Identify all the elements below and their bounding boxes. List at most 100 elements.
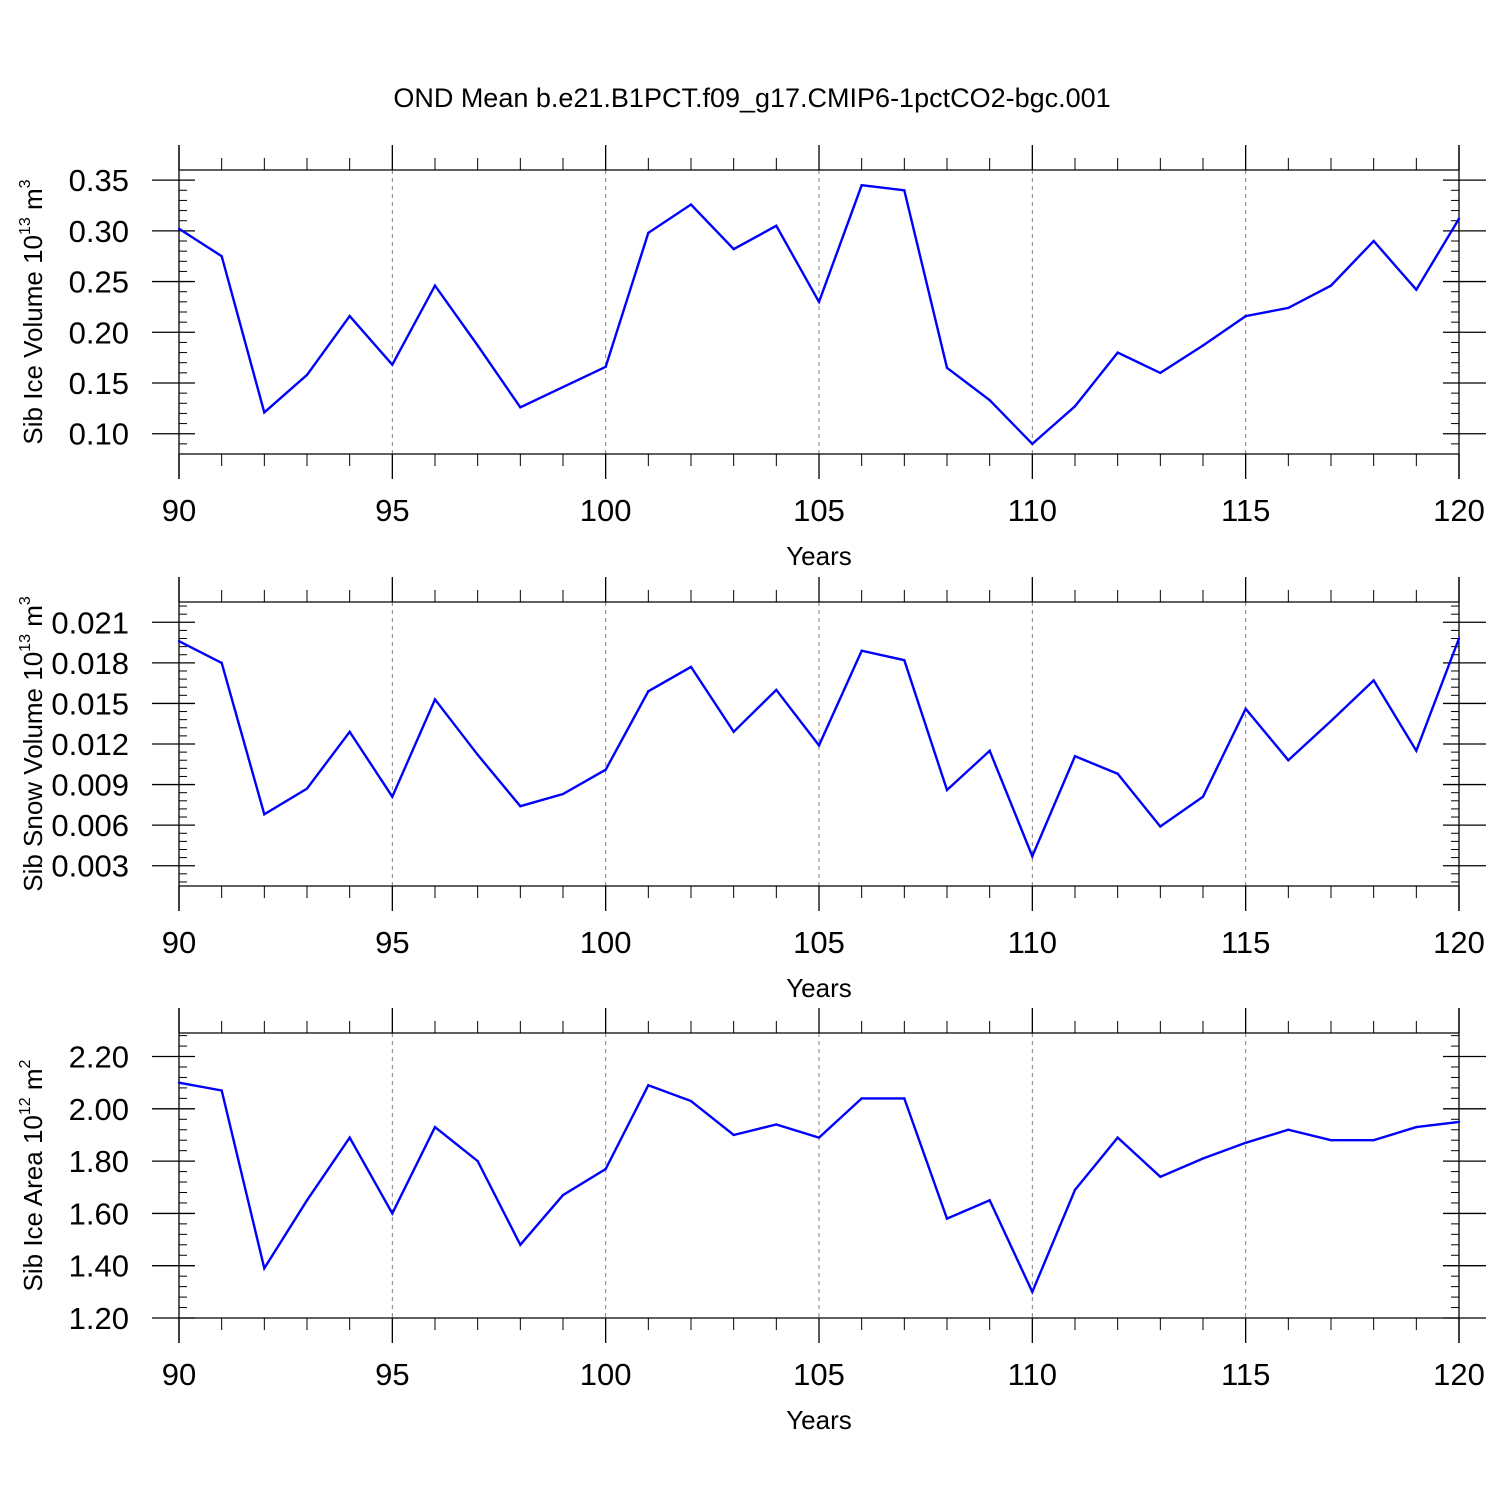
data-point bbox=[263, 1267, 266, 1270]
data-point bbox=[1287, 1128, 1290, 1131]
x-tick-label: 95 bbox=[375, 1357, 409, 1392]
data-point bbox=[391, 795, 394, 798]
x-tick-label: 120 bbox=[1433, 493, 1485, 528]
data-point bbox=[647, 231, 650, 235]
x-tick-label: 115 bbox=[1221, 1357, 1270, 1392]
data-point bbox=[1287, 306, 1290, 310]
y-axis-label-exponent: 13 bbox=[17, 634, 34, 652]
data-point bbox=[860, 184, 863, 187]
data-point bbox=[1372, 239, 1375, 243]
x-axis-label: Years bbox=[786, 973, 852, 1003]
data-point bbox=[945, 1217, 949, 1220]
y-tick-label: 0.009 bbox=[51, 768, 129, 803]
y-tick-label: 0.018 bbox=[51, 646, 129, 681]
data-point bbox=[775, 1123, 778, 1126]
data-point bbox=[433, 284, 437, 287]
data-point bbox=[519, 805, 522, 808]
data-point bbox=[1415, 749, 1418, 752]
data-point bbox=[1159, 1175, 1162, 1179]
data-point bbox=[519, 1243, 522, 1246]
y-axis-label-prefix: Sib Ice Volume 10 bbox=[18, 235, 48, 445]
data-point bbox=[561, 385, 565, 389]
panel-ice-volume: 90 95 100 105 110 115 120 0.10 0.15 0.20 0.25 0.30 0… bbox=[17, 145, 1486, 571]
y-axis-label-unit-power: 3 bbox=[17, 179, 34, 188]
data-point bbox=[348, 314, 351, 318]
y-tick-label: 1.60 bbox=[69, 1196, 129, 1231]
data-point bbox=[305, 1199, 309, 1202]
data-point bbox=[177, 227, 181, 231]
y-tick-label: 1.20 bbox=[69, 1301, 129, 1336]
x-tick-label: 90 bbox=[162, 493, 196, 528]
data-point bbox=[732, 1133, 735, 1137]
data-point bbox=[519, 406, 522, 409]
x-tick-label: 95 bbox=[375, 925, 409, 960]
x-axis-label: Years bbox=[786, 1405, 852, 1435]
data-point bbox=[476, 344, 479, 347]
data-point bbox=[1031, 1290, 1034, 1294]
data-point bbox=[817, 300, 821, 304]
data-point bbox=[604, 365, 607, 368]
data-point bbox=[988, 1199, 991, 1202]
x-tick-label: 100 bbox=[580, 925, 632, 960]
data-point bbox=[1073, 405, 1077, 408]
y-axis-label: Sib Ice Area 1012 m2 bbox=[17, 1059, 48, 1291]
data-point bbox=[903, 189, 906, 192]
y-tick-label: 0.20 bbox=[69, 315, 129, 350]
data-point bbox=[1116, 351, 1119, 354]
data-point bbox=[348, 730, 351, 734]
x-tick-label: 120 bbox=[1433, 1357, 1485, 1392]
data-point bbox=[391, 1212, 394, 1215]
y-tick-label: 0.35 bbox=[69, 163, 129, 198]
y-tick-label: 0.30 bbox=[69, 214, 129, 249]
data-point bbox=[305, 373, 309, 377]
data-point bbox=[903, 658, 906, 662]
data-point bbox=[1073, 1188, 1077, 1192]
y-axis-label-unit-power: 2 bbox=[17, 1059, 34, 1068]
data-point bbox=[988, 399, 991, 402]
y-tick-label: 1.80 bbox=[69, 1144, 129, 1179]
data-point bbox=[1457, 637, 1461, 640]
data-point bbox=[1201, 344, 1205, 347]
x-tick-label: 100 bbox=[580, 493, 632, 528]
data-point bbox=[561, 1193, 565, 1197]
data-point bbox=[1244, 314, 1247, 318]
y-tick-label: 0.012 bbox=[51, 727, 129, 762]
x-tick-label: 110 bbox=[1008, 493, 1057, 528]
data-point bbox=[476, 1159, 479, 1163]
data-point bbox=[775, 688, 778, 692]
x-tick-label: 90 bbox=[162, 1357, 196, 1392]
x-tick-label: 105 bbox=[793, 493, 845, 528]
panel-ice-area: 90 95 100 105 110 115 120 1.20 1.40 1.60 1.80 2.00 2… bbox=[17, 1008, 1486, 1435]
data-point bbox=[1329, 1139, 1333, 1142]
data-point bbox=[689, 203, 693, 206]
data-point bbox=[945, 366, 949, 369]
data-point bbox=[1031, 442, 1034, 446]
x-tick-label: 90 bbox=[162, 925, 196, 960]
data-point bbox=[433, 698, 437, 701]
x-tick-label: 100 bbox=[580, 1357, 632, 1392]
data-point bbox=[476, 753, 479, 757]
x-tick-label: 120 bbox=[1433, 925, 1485, 960]
x-tick-label: 110 bbox=[1008, 925, 1057, 960]
y-tick-label: 2.00 bbox=[69, 1092, 129, 1127]
data-point bbox=[220, 661, 223, 665]
data-point bbox=[348, 1136, 351, 1139]
y-axis-label-unit: m bbox=[18, 1068, 48, 1097]
y-tick-label: 0.15 bbox=[69, 366, 129, 401]
y-axis-label-unit: m bbox=[18, 188, 48, 217]
data-point bbox=[775, 224, 778, 227]
y-tick-label: 0.006 bbox=[51, 808, 129, 843]
data-point bbox=[1244, 1141, 1247, 1145]
data-point bbox=[561, 792, 565, 796]
data-point bbox=[177, 1081, 181, 1084]
data-point bbox=[604, 768, 607, 771]
panel-snow-volume: 90 95 100 105 110 115 120 0.003 0.006 0.009 0.012 0… bbox=[17, 577, 1486, 1003]
data-point bbox=[860, 1097, 863, 1100]
y-axis-label-exponent: 13 bbox=[17, 217, 34, 235]
data-point bbox=[903, 1097, 906, 1100]
data-point bbox=[817, 744, 821, 747]
data-point bbox=[433, 1125, 437, 1129]
data-point bbox=[1287, 759, 1290, 762]
data-point bbox=[1329, 719, 1333, 723]
data-point bbox=[177, 640, 181, 643]
